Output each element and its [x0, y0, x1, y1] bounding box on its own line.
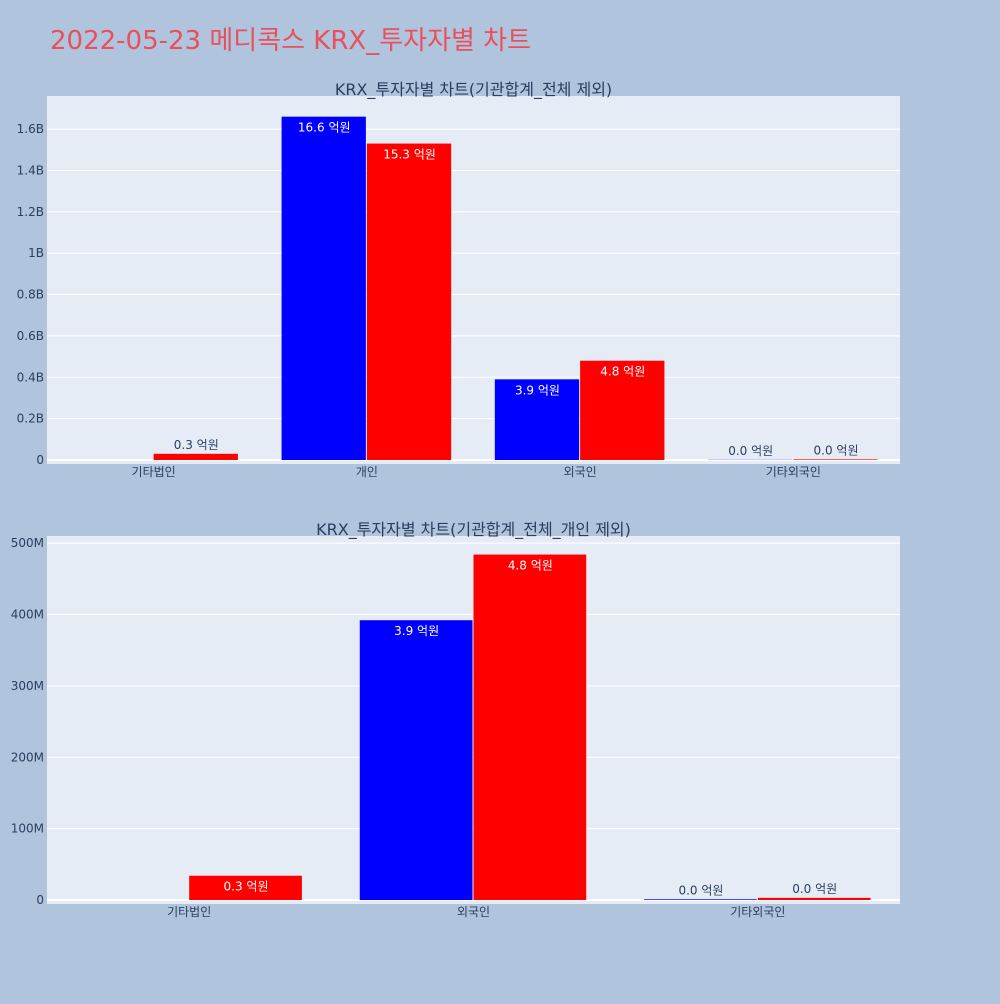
y-tick-label: 200M — [11, 750, 44, 764]
data-label: 3.9 억원 — [394, 624, 439, 638]
y-tick-label: 0.4B — [17, 370, 44, 384]
chart-title: KRX_투자자별 차트(기관합계_전체 제외) — [335, 80, 612, 100]
plot-area — [47, 96, 900, 464]
data-label: 15.3 억원 — [383, 148, 436, 162]
y-tick-label: 300M — [11, 679, 44, 693]
data-label: 3.9 억원 — [515, 383, 560, 397]
data-label: 0.0 억원 — [728, 444, 773, 458]
bar — [282, 117, 366, 460]
x-tick-label: 기타법인 — [132, 465, 176, 479]
x-tick-label: 기타법인 — [167, 905, 211, 919]
x-tick-label: 외국인 — [564, 465, 597, 479]
page-title: 2022-05-23 메디콕스 KRX_투자자별 차트 — [50, 26, 531, 56]
bar — [474, 555, 587, 900]
y-tick-label: 0.2B — [17, 412, 44, 426]
chart-title: KRX_투자자별 차트(기관합계_전체_개인 제외) — [316, 520, 631, 540]
bar — [367, 144, 451, 460]
data-label: 0.0 억원 — [814, 443, 859, 457]
y-tick-label: 0.6B — [17, 329, 44, 343]
bar — [758, 898, 871, 900]
bar — [644, 899, 757, 900]
x-tick-label: 개인 — [356, 465, 378, 479]
y-tick-label: 100M — [11, 822, 44, 836]
data-label: 4.8 억원 — [600, 365, 645, 379]
y-tick-label: 0 — [36, 893, 44, 907]
bar — [793, 459, 877, 460]
y-tick-label: 0.8B — [17, 288, 44, 302]
data-label: 0.0 억원 — [792, 882, 837, 896]
data-label: 16.6 억원 — [298, 121, 351, 135]
y-tick-label: 1.4B — [17, 163, 44, 177]
y-tick-label: 1.2B — [17, 205, 44, 219]
chart-2: 0 100M 200M 300M 400M 500M KRX_투자자별 차트(기관합계_전체… — [11, 520, 900, 919]
y-tick-label: 1.6B — [17, 122, 44, 136]
data-label: 0.3 억원 — [174, 438, 219, 452]
y-tick-label: 0 — [36, 453, 44, 467]
chart-1: 0 0.2B 0.4B 0.6B 0.8B 1B 1.2B 1.4B 1.6B KRX_투자자별 … — [17, 80, 900, 479]
data-label: 0.0 억원 — [678, 883, 723, 897]
y-tick-label: 500M — [11, 536, 44, 550]
x-tick-label: 외국인 — [457, 905, 490, 919]
x-tick-label: 기타외국인 — [766, 465, 821, 479]
data-label: 0.3 억원 — [224, 880, 269, 894]
y-tick-label: 1B — [28, 246, 44, 260]
y-tick-label: 400M — [11, 608, 44, 622]
data-label: 4.8 억원 — [508, 559, 553, 573]
bar — [360, 620, 473, 900]
x-tick-label: 기타외국인 — [730, 905, 785, 919]
bar — [154, 454, 238, 460]
